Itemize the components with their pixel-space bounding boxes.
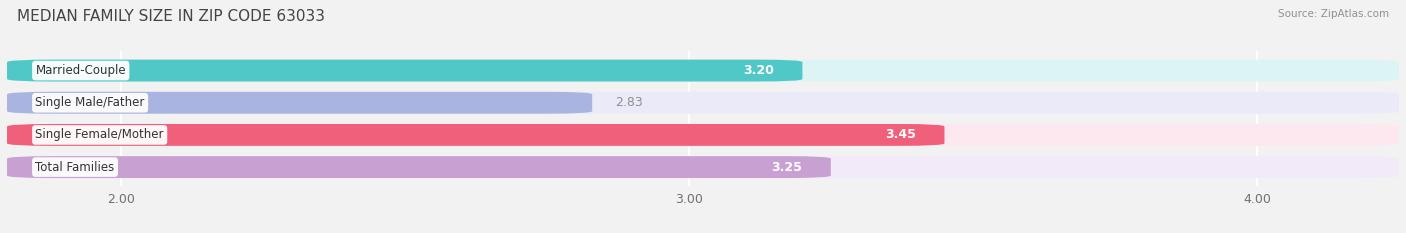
FancyBboxPatch shape xyxy=(7,60,803,82)
FancyBboxPatch shape xyxy=(7,156,1399,178)
Text: Source: ZipAtlas.com: Source: ZipAtlas.com xyxy=(1278,9,1389,19)
FancyBboxPatch shape xyxy=(7,92,1399,114)
Text: Total Families: Total Families xyxy=(35,161,115,174)
Text: 3.25: 3.25 xyxy=(772,161,803,174)
Text: 3.20: 3.20 xyxy=(744,64,775,77)
Text: 3.45: 3.45 xyxy=(886,128,917,141)
FancyBboxPatch shape xyxy=(7,124,1399,146)
Text: Single Female/Mother: Single Female/Mother xyxy=(35,128,165,141)
Text: Married-Couple: Married-Couple xyxy=(35,64,127,77)
Text: 2.83: 2.83 xyxy=(614,96,643,109)
Text: MEDIAN FAMILY SIZE IN ZIP CODE 63033: MEDIAN FAMILY SIZE IN ZIP CODE 63033 xyxy=(17,9,325,24)
FancyBboxPatch shape xyxy=(7,156,831,178)
FancyBboxPatch shape xyxy=(7,92,592,114)
Text: Single Male/Father: Single Male/Father xyxy=(35,96,145,109)
FancyBboxPatch shape xyxy=(7,124,945,146)
FancyBboxPatch shape xyxy=(7,60,1399,82)
